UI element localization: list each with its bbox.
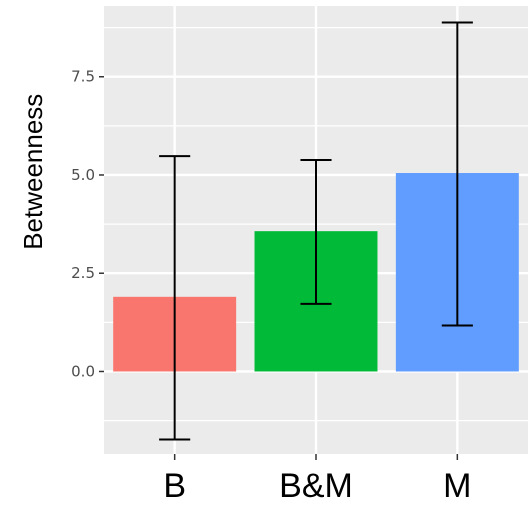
error-bar-b-m (300, 159, 332, 305)
x-tick-label: B (163, 467, 186, 505)
error-bar-layer (159, 21, 473, 441)
error-bar-m (441, 21, 473, 327)
x-axis: B B&M M (163, 454, 471, 505)
y-tick-label: 5.0 (71, 166, 95, 184)
y-tick-label: 7.5 (71, 68, 95, 86)
y-axis: 0.0 2.5 5.0 7.5 (71, 68, 104, 380)
y-tick-label: 0.0 (71, 362, 95, 380)
y-axis-title: Betweenness (18, 94, 48, 250)
error-bar-b (159, 155, 191, 441)
y-tick-label: 2.5 (71, 264, 95, 282)
x-tick-label: M (443, 467, 471, 505)
x-tick-label: B&M (279, 467, 353, 505)
